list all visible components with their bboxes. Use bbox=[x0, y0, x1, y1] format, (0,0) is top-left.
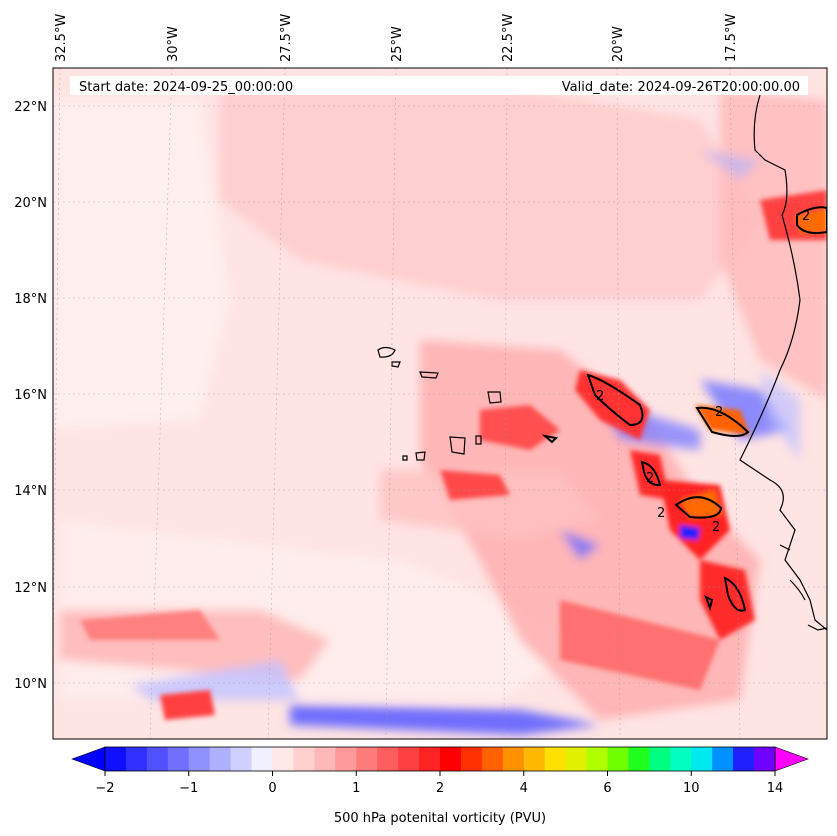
colorbar-cell bbox=[167, 747, 190, 771]
colorbar-cell bbox=[230, 747, 253, 771]
contour-labels: 2 2 2 2 2 2 bbox=[596, 209, 810, 535]
colorbar-tick-label: 1 bbox=[352, 781, 360, 796]
colorbar-cell bbox=[460, 747, 483, 771]
colorbar-tick-label: 10 bbox=[683, 781, 700, 796]
contour-label: 2 bbox=[646, 471, 654, 486]
contour-label: 2 bbox=[802, 209, 810, 224]
colorbar-cell bbox=[481, 747, 504, 771]
colorbar-cell bbox=[607, 747, 629, 771]
lon-label: 25°W bbox=[390, 26, 405, 62]
colorbar-cell bbox=[146, 747, 169, 771]
colorbar-cell bbox=[125, 747, 148, 771]
colorbar-extend-left bbox=[71, 746, 106, 772]
lon-label: 27.5°W bbox=[279, 14, 294, 62]
colorbar-cell bbox=[188, 747, 211, 771]
colorbar-cell bbox=[105, 747, 127, 771]
colorbar-cell bbox=[335, 747, 357, 771]
colorbar-tick-label: 2 bbox=[436, 781, 444, 796]
colorbar-tick-label: −1 bbox=[179, 781, 198, 796]
colorbar-cell bbox=[523, 747, 546, 771]
contour-label: 2 bbox=[715, 405, 723, 420]
colorbar-cell bbox=[712, 747, 734, 771]
colorbar-cell bbox=[314, 747, 336, 771]
colorbar-tick-label: −2 bbox=[95, 781, 114, 796]
colorbar-cell bbox=[209, 747, 232, 771]
colorbar-cell bbox=[272, 747, 294, 771]
lat-label: 18°N bbox=[14, 292, 47, 307]
colorbar-cell bbox=[649, 747, 671, 771]
start-date-label: Start date: 2024-09-25_00:00:00 bbox=[79, 80, 293, 95]
colorbar-tick-label: 14 bbox=[767, 781, 784, 796]
colorbar-title: 500 hPa potenital vorticity (PVU) bbox=[334, 811, 546, 826]
lon-label: 17.5°W bbox=[724, 14, 739, 62]
colorbar-tick-label: 4 bbox=[520, 781, 528, 796]
colorbar-cell bbox=[733, 747, 755, 771]
colorbar-cell bbox=[440, 747, 462, 771]
colorbar-cell bbox=[398, 747, 420, 771]
colorbar-cell bbox=[628, 747, 650, 771]
lat-label: 12°N bbox=[14, 581, 47, 596]
pv-field bbox=[53, 68, 827, 739]
colorbar-cell bbox=[586, 747, 608, 771]
valid-date-label: Valid_date: 2024-09-26T20:00:00.00 bbox=[562, 80, 800, 95]
lat-label: 16°N bbox=[14, 388, 47, 403]
lat-label: 14°N bbox=[14, 484, 47, 499]
contour-label: 2 bbox=[657, 506, 665, 521]
colorbar-cell bbox=[754, 747, 776, 771]
colorbar-cell bbox=[565, 747, 588, 771]
colorbar-cell bbox=[419, 747, 441, 771]
longitude-labels: 32.5°W 30°W 27.5°W 25°W 22.5°W 20°W 17.5… bbox=[54, 14, 739, 62]
lon-label: 22.5°W bbox=[501, 14, 516, 62]
lon-label: 30°W bbox=[166, 26, 181, 62]
colorbar-cell bbox=[377, 747, 399, 771]
latitude-labels: 22°N 20°N 18°N 16°N 14°N 12°N 10°N bbox=[14, 100, 47, 692]
lon-label: 20°W bbox=[611, 26, 626, 62]
colorbar-cell bbox=[691, 747, 713, 771]
colorbar-cell bbox=[502, 747, 525, 771]
colorbar-cell bbox=[293, 747, 315, 771]
colorbar: −2 −1 0 1 2 4 6 10 14 500 hPa potenital vorticit… bbox=[71, 746, 809, 826]
colorbar-cell bbox=[544, 747, 567, 771]
lat-label: 22°N bbox=[14, 100, 47, 115]
lon-label: 32.5°W bbox=[54, 14, 69, 62]
colorbar-extend-right bbox=[774, 746, 809, 772]
colorbar-tick-label: 0 bbox=[268, 781, 276, 796]
contour-label: 2 bbox=[712, 520, 720, 535]
colorbar-cell bbox=[356, 747, 378, 771]
colorbar-tick-label: 6 bbox=[603, 781, 611, 796]
colorbar-cell bbox=[251, 747, 273, 771]
info-bar-bg bbox=[70, 76, 808, 95]
contour-label: 2 bbox=[596, 389, 604, 404]
lat-label: 20°N bbox=[14, 196, 47, 211]
lat-label: 10°N bbox=[14, 677, 47, 692]
colorbar-cell bbox=[670, 747, 692, 771]
